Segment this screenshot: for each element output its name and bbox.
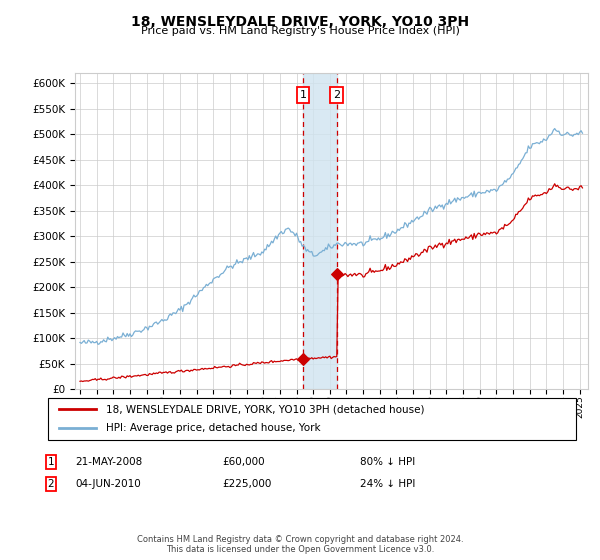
Text: Price paid vs. HM Land Registry's House Price Index (HPI): Price paid vs. HM Land Registry's House … — [140, 26, 460, 36]
FancyBboxPatch shape — [48, 398, 576, 440]
Text: £60,000: £60,000 — [222, 457, 265, 467]
Point — [298, 354, 308, 363]
Text: 1: 1 — [47, 457, 55, 467]
Text: 1: 1 — [299, 90, 307, 100]
Bar — [303, 73, 337, 389]
Point — [332, 270, 341, 279]
Text: 2: 2 — [333, 90, 340, 100]
Text: 18, WENSLEYDALE DRIVE, YORK, YO10 3PH (detached house): 18, WENSLEYDALE DRIVE, YORK, YO10 3PH (d… — [106, 404, 425, 414]
Text: 24% ↓ HPI: 24% ↓ HPI — [360, 479, 415, 489]
Text: £225,000: £225,000 — [222, 479, 271, 489]
Text: 2: 2 — [47, 479, 55, 489]
Text: HPI: Average price, detached house, York: HPI: Average price, detached house, York — [106, 423, 321, 433]
Text: 18, WENSLEYDALE DRIVE, YORK, YO10 3PH: 18, WENSLEYDALE DRIVE, YORK, YO10 3PH — [131, 15, 469, 29]
Text: Contains HM Land Registry data © Crown copyright and database right 2024.
This d: Contains HM Land Registry data © Crown c… — [137, 535, 463, 554]
Text: 80% ↓ HPI: 80% ↓ HPI — [360, 457, 415, 467]
Text: 21-MAY-2008: 21-MAY-2008 — [75, 457, 142, 467]
Text: 04-JUN-2010: 04-JUN-2010 — [75, 479, 141, 489]
